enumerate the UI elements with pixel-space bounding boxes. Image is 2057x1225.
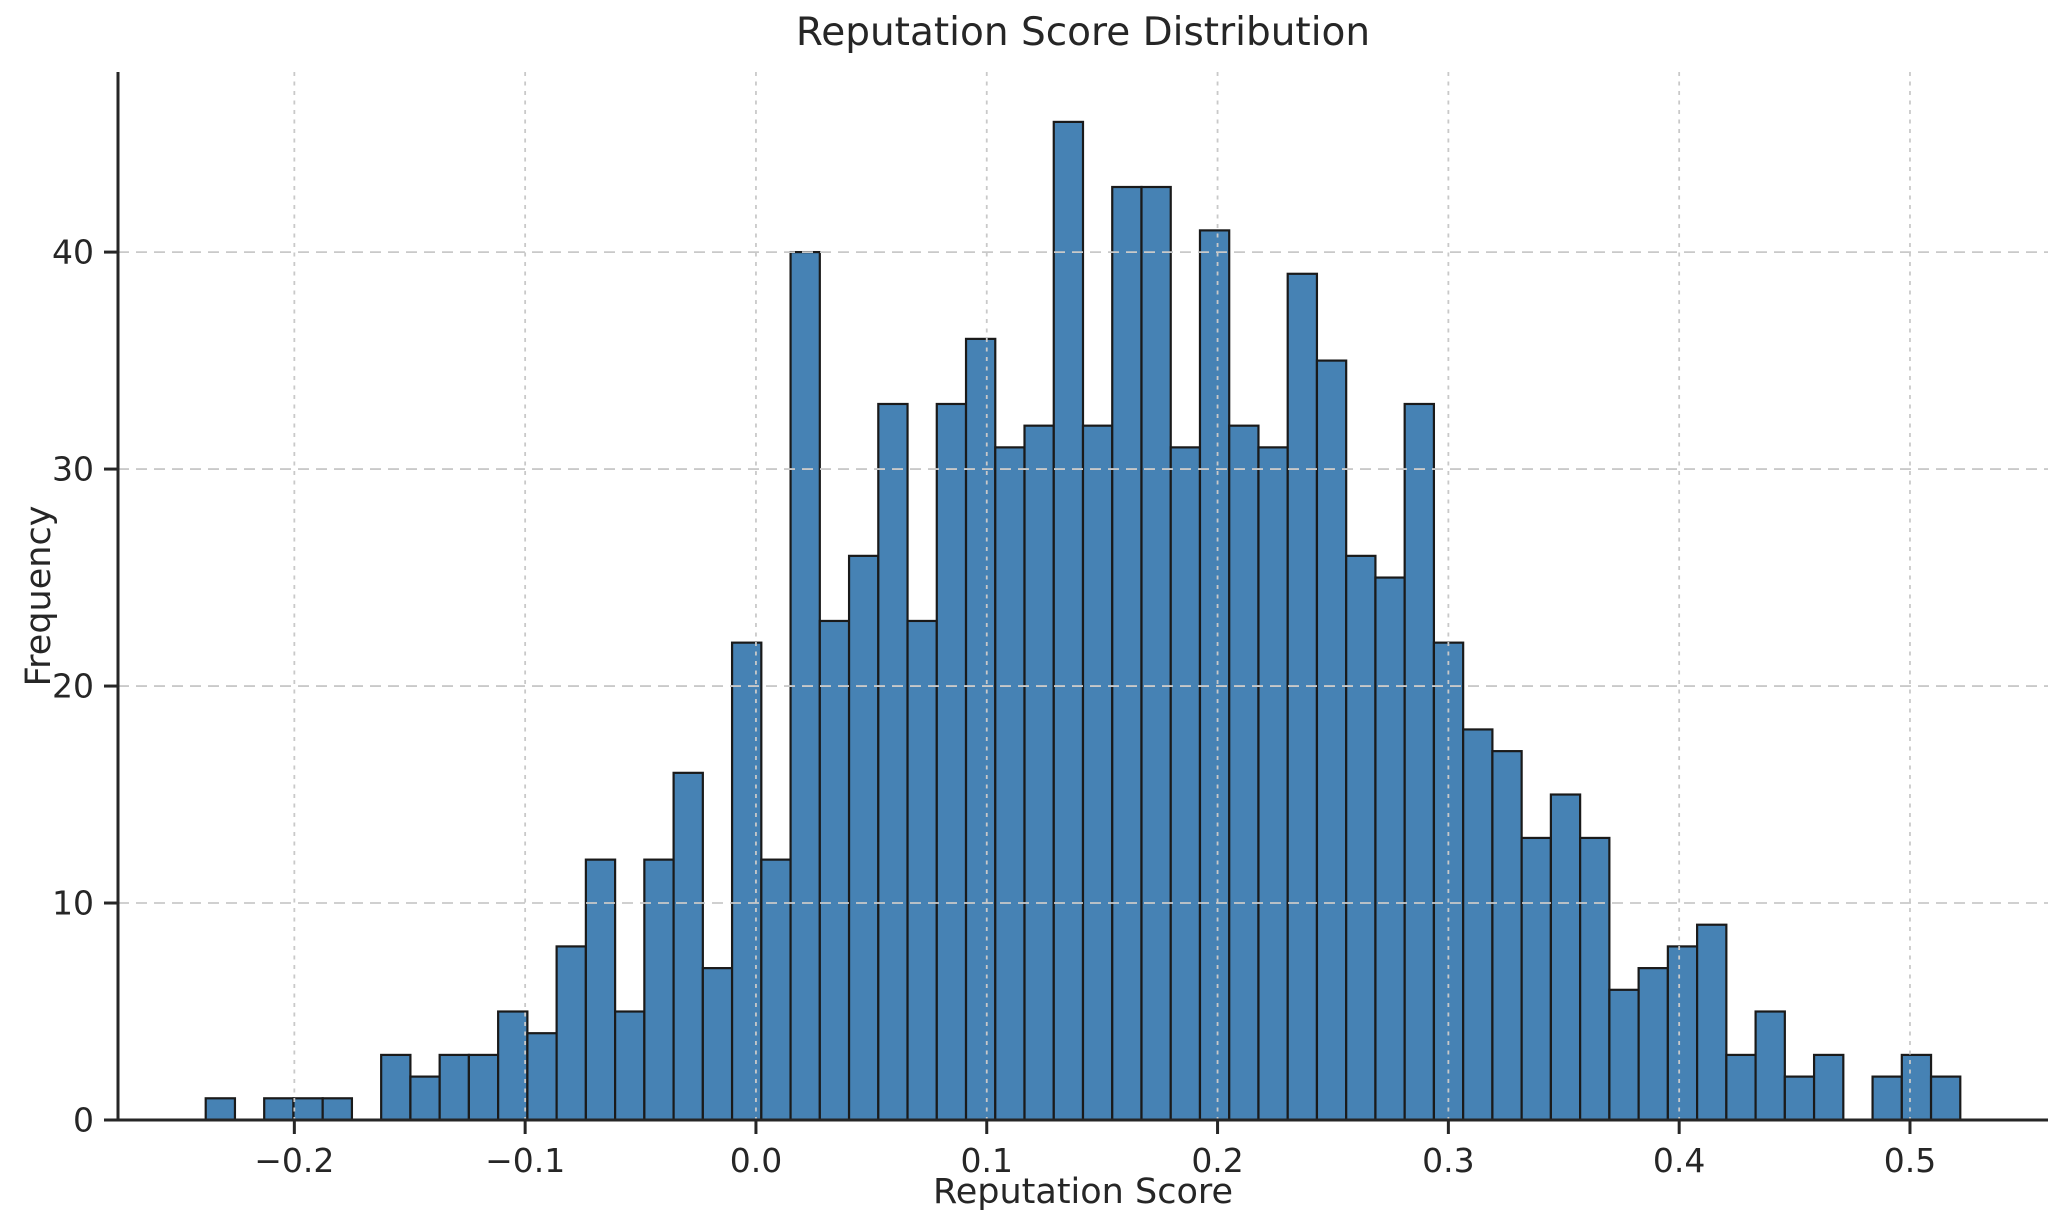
- histogram-bar: [672, 771, 704, 1122]
- histogram-bar: [1403, 402, 1436, 1122]
- axes: [104, 72, 2048, 1134]
- histogram-bar: [1023, 424, 1055, 1122]
- histogram-bar: [380, 1053, 412, 1122]
- y-tick-label: 20: [52, 667, 94, 706]
- x-tick-label: 0.3: [1422, 1141, 1474, 1180]
- histogram-bar: [935, 402, 968, 1122]
- histogram-bar: [1345, 554, 1377, 1122]
- histogram-bar: [701, 967, 734, 1122]
- histogram-bar: [730, 641, 763, 1122]
- histogram-bar: [1929, 1075, 1962, 1122]
- histogram-bar: [1549, 793, 1582, 1122]
- x-tick-label: 0.4: [1653, 1141, 1705, 1180]
- histogram-bar: [1696, 923, 1728, 1122]
- x-tick-label: 0.2: [1191, 1141, 1243, 1180]
- histogram-bar: [847, 554, 880, 1122]
- y-tick-label: 10: [52, 884, 94, 923]
- chart-title: Reputation Score Distribution: [795, 10, 1371, 55]
- histogram-bar: [409, 1075, 441, 1122]
- y-tick-label: 30: [52, 450, 94, 489]
- x-tick-label: 0.1: [961, 1141, 1013, 1180]
- histogram-bar: [1081, 424, 1114, 1122]
- x-axis-label: Reputation Score: [932, 1172, 1234, 1212]
- histogram-bar: [1228, 424, 1260, 1122]
- histogram-bar: [1198, 229, 1231, 1122]
- histogram-bar: [497, 1010, 529, 1122]
- x-tick-label: 0.0: [730, 1141, 782, 1180]
- histogram-bar: [1169, 446, 1202, 1122]
- histogram-bar: [1520, 836, 1552, 1122]
- y-tick-label: 0: [73, 1101, 94, 1140]
- histogram-bar: [584, 858, 617, 1122]
- histogram-bar: [555, 945, 587, 1122]
- histogram-bar: [467, 1053, 500, 1122]
- histogram-bar: [614, 1010, 646, 1122]
- histogram-bar: [1374, 576, 1406, 1122]
- histogram-bar: [204, 1097, 237, 1122]
- histogram-bar: [760, 858, 792, 1122]
- histogram-bar: [964, 337, 997, 1122]
- x-tick-label: −0.1: [485, 1141, 565, 1180]
- histogram-bar: [1666, 945, 1699, 1122]
- histogram-bar: [643, 858, 675, 1122]
- histogram-bar: [994, 446, 1026, 1122]
- histogram-bar: [1315, 359, 1348, 1122]
- histogram-bar: [1257, 446, 1289, 1122]
- histogram-bar: [1812, 1053, 1845, 1122]
- histogram-bar: [1725, 1053, 1757, 1122]
- histogram-bar: [1140, 185, 1172, 1122]
- tick-labels: 0 10 20 30 40 −0.2 −0.1 0.0 0.1 0.2 0.3 0.4 0.5: [52, 233, 1936, 1180]
- histogram-bar: [321, 1097, 354, 1122]
- histogram-bar: [1052, 120, 1085, 1122]
- histogram-bar: [1783, 1075, 1816, 1122]
- histogram-bar: [906, 619, 938, 1122]
- histogram-bar: [1608, 988, 1640, 1122]
- x-tick-label: 0.5: [1884, 1141, 1936, 1180]
- histogram-bar: [263, 1097, 295, 1122]
- histogram-bar: [438, 1053, 470, 1122]
- gridlines: [118, 72, 2048, 1120]
- histogram-bar: [526, 1032, 558, 1122]
- histogram-bar: [1491, 750, 1523, 1122]
- histogram-bars: [204, 120, 1962, 1122]
- histogram-bar: [1900, 1053, 1933, 1122]
- histogram-bar: [1462, 728, 1494, 1122]
- histogram-bar: [1286, 272, 1319, 1122]
- x-tick-label: −0.2: [254, 1141, 334, 1180]
- histogram-bar: [1754, 1010, 1786, 1122]
- histogram-bar: [1111, 185, 1143, 1122]
- y-tick-label: 40: [52, 233, 94, 272]
- histogram-bar: [1637, 967, 1669, 1122]
- histogram-bar: [292, 1097, 324, 1122]
- histogram-bar: [1871, 1075, 1903, 1122]
- histogram-bar: [877, 402, 909, 1122]
- y-axis-label: Frequency: [19, 505, 59, 687]
- histogram-bar: [1579, 836, 1611, 1122]
- histogram-bar: [818, 619, 851, 1122]
